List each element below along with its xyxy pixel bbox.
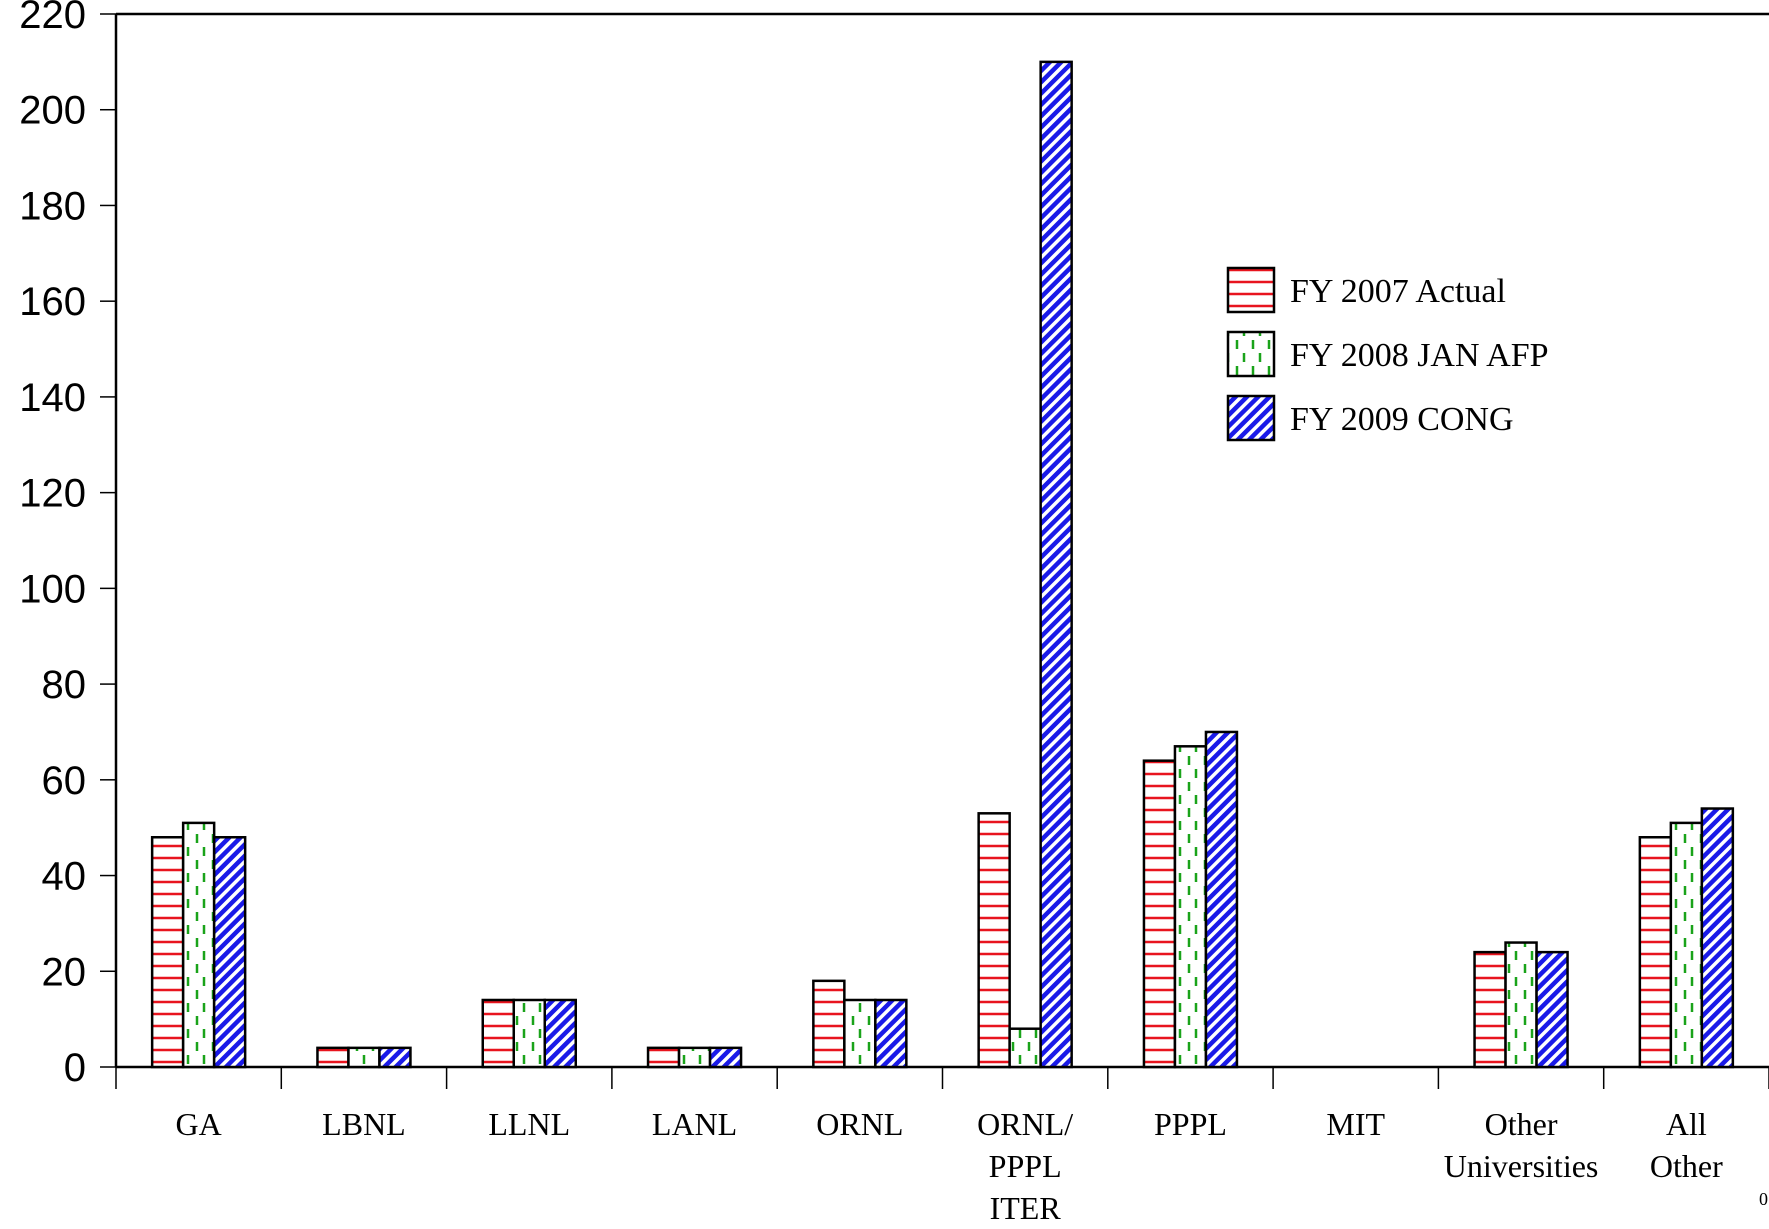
x-category-label: PPPL (1154, 1106, 1227, 1142)
bar-5-1 (1008, 1027, 1042, 1069)
bar-2-2 (543, 998, 577, 1069)
bar-6-2 (1204, 730, 1239, 1069)
legend-swatch (1226, 394, 1276, 442)
bar-1-0 (316, 1046, 350, 1069)
bar-0-1 (181, 821, 216, 1069)
x-category-label: LBNL (322, 1106, 406, 1142)
bar-4-1 (843, 998, 877, 1069)
bar-3-1 (677, 1046, 712, 1069)
y-tick-label: 200 (19, 89, 86, 133)
y-tick-label: 120 (19, 472, 86, 516)
x-category-label: ITER (990, 1190, 1062, 1226)
bar-6-0 (1142, 759, 1177, 1069)
legend-label: FY 2009 CONG (1290, 401, 1514, 438)
y-tick-label: 160 (19, 280, 86, 324)
bar-0-0 (150, 836, 185, 1069)
x-category-label: All (1666, 1106, 1707, 1142)
x-category-label: GA (176, 1106, 222, 1142)
y-tick-label: 80 (42, 663, 87, 707)
x-category-label: PPPL (989, 1148, 1062, 1184)
bar-3-2 (708, 1046, 743, 1069)
plot-area: 0 20 40 60 80 100 120 140 160 180 200 220 GA LBNL LLNL… (19, 0, 1769, 1226)
x-category-label: MIT (1326, 1106, 1385, 1142)
x-category-label: LANL (652, 1106, 737, 1142)
bar-8-2 (1535, 950, 1569, 1069)
bar-4-0 (812, 979, 846, 1069)
legend-label: FY 2008 JAN AFP (1290, 337, 1549, 374)
bar-9-0 (1638, 836, 1673, 1069)
legend-swatch (1226, 330, 1276, 378)
bar-6-1 (1173, 745, 1208, 1069)
x-category-label: ORNL/ (977, 1106, 1073, 1142)
y-tick-label: 100 (19, 567, 86, 611)
y-tick-label: 20 (42, 950, 87, 994)
y-tick-label: 180 (19, 184, 86, 228)
bar-8-0 (1473, 950, 1507, 1069)
x-category-label: LLNL (488, 1106, 570, 1142)
footnote: 0 (1759, 1189, 1768, 1209)
y-tick-label: 140 (19, 376, 86, 420)
bar-3-0 (646, 1046, 681, 1069)
bar-8-1 (1504, 941, 1538, 1069)
bar-4-2 (874, 998, 908, 1069)
bar-5-0 (977, 812, 1011, 1069)
bar-1-2 (378, 1046, 412, 1069)
legend-swatch (1226, 266, 1276, 314)
x-category-label: ORNL (816, 1106, 903, 1142)
bar-2-1 (512, 998, 546, 1069)
legend-label: FY 2007 Actual (1290, 273, 1506, 310)
x-category-label: Other (1650, 1148, 1723, 1184)
y-tick-label: 40 (42, 855, 87, 899)
x-category-label: Universities (1444, 1148, 1599, 1184)
bar-1-1 (347, 1046, 381, 1069)
y-tick-label: 0 (64, 1046, 86, 1090)
x-category-label: Other (1485, 1106, 1558, 1142)
bar-9-2 (1700, 807, 1735, 1069)
y-tick-label: 60 (42, 759, 87, 803)
bar-5-2 (1039, 60, 1073, 1069)
bar-9-1 (1669, 821, 1704, 1069)
bar-2-0 (481, 998, 515, 1069)
bar-0-2 (212, 836, 247, 1069)
y-tick-label: 220 (19, 0, 86, 37)
